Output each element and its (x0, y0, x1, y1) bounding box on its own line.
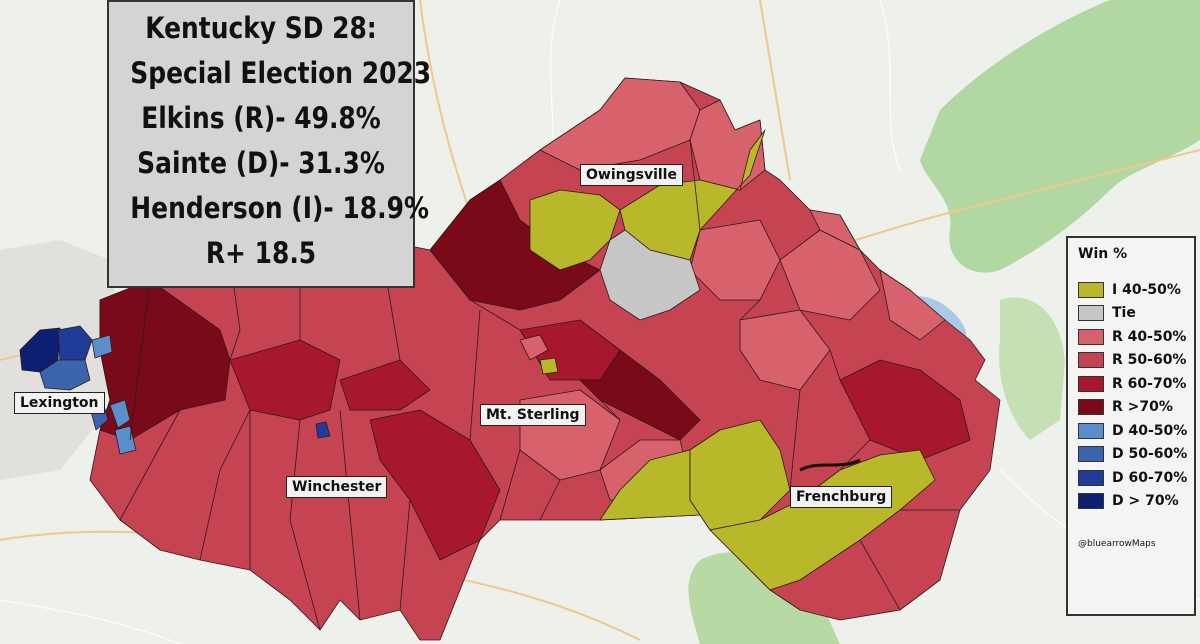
legend-swatch (1078, 375, 1104, 392)
town-label-owingsville: Owingsville (580, 164, 683, 186)
precinct-i-40-50-south-center (689, 419, 791, 531)
title-line-district: Kentucky SD 28: (145, 11, 377, 45)
legend: Win % I 40-50% Tie R 40-50% R 50-60% R 6… (1066, 236, 1196, 616)
precinct-boundaries (119, 139, 960, 631)
creek-detail (799, 458, 861, 472)
legend-label: D 50-60% (1112, 446, 1188, 463)
town-label-mt-sterling: Mt. Sterling (480, 404, 586, 426)
forest-area-east (999, 297, 1065, 440)
legend-item: R 40-50% (1078, 325, 1194, 349)
legend-swatch (1078, 469, 1104, 486)
precinct-d-50-60-a (39, 359, 91, 391)
legend-swatch (1078, 493, 1104, 510)
legend-label: Tie (1112, 305, 1136, 322)
title-line-margin: R+ 18.5 (205, 236, 317, 270)
legend-label: D 40-50% (1112, 422, 1188, 439)
legend-swatch (1078, 328, 1104, 345)
legend-item: I 40-50% (1078, 278, 1194, 302)
legend-label: R 60-70% (1112, 375, 1187, 392)
legend-items: I 40-50% Tie R 40-50% R 50-60% R 60-70% … (1078, 278, 1194, 513)
precinct-r-60-70-d (839, 359, 971, 461)
town-label-winchester: Winchester (286, 476, 388, 498)
legend-label: I 40-50% (1112, 281, 1181, 298)
town-label-frenchburg: Frenchburg (790, 486, 893, 508)
title-line-sainte: Sainte (D)- 31.3% (137, 146, 385, 180)
legend-item: D 60-70% (1078, 466, 1194, 490)
legend-label: D > 70% (1112, 493, 1179, 510)
precinct-r-40-50-ne (809, 209, 861, 251)
legend-item: D 50-60% (1078, 443, 1194, 467)
precinct-r-40-50-lake (879, 269, 946, 341)
precinct-d-40-50-a (91, 334, 113, 359)
credit-text: @bluearrowMaps (1078, 539, 1156, 549)
forest-area-south (688, 552, 840, 644)
legend-swatch (1078, 281, 1104, 298)
legend-item: Tie (1078, 302, 1194, 326)
legend-item: D 40-50% (1078, 419, 1194, 443)
legend-label: R 50-60% (1112, 352, 1187, 369)
forest-area-daniel-boone (920, 0, 1200, 273)
legend-item: R >70% (1078, 396, 1194, 420)
precinct-d-60-70-winchester (315, 421, 331, 439)
precinct-r-60-70-b (369, 409, 501, 561)
legend-label: R >70% (1112, 399, 1173, 416)
legend-swatch (1078, 422, 1104, 439)
legend-swatch (1078, 446, 1104, 463)
title-line-elkins: Elkins (R)- 49.8% (141, 101, 381, 135)
precinct-d-60-70-a (57, 325, 93, 363)
legend-item: R 60-70% (1078, 372, 1194, 396)
legend-item: D > 70% (1078, 490, 1194, 514)
legend-swatch (1078, 352, 1104, 369)
legend-label: R 40-50% (1112, 328, 1187, 345)
title-box: Kentucky SD 28: Special Election 2023 El… (107, 0, 432, 288)
legend-label: D 60-70% (1112, 469, 1188, 486)
title-line-henderson: Henderson (I)- 18.9% (130, 191, 429, 225)
precinct-i-40-50-small (539, 357, 559, 375)
legend-item: R 50-60% (1078, 349, 1194, 373)
legend-swatch (1078, 399, 1104, 416)
mt-sterling-town-detail (519, 334, 549, 361)
legend-swatch (1078, 305, 1104, 322)
legend-title: Win % (1078, 246, 1128, 262)
precinct-tie (599, 229, 701, 321)
town-label-lexington: Lexington (14, 392, 105, 414)
title-line-election: Special Election 2023 (130, 56, 432, 90)
precinct-d-40-50-b (109, 399, 131, 429)
precinct-i-40-50-frenchburg (709, 449, 936, 591)
precinct-r-60-70-c (339, 359, 431, 411)
